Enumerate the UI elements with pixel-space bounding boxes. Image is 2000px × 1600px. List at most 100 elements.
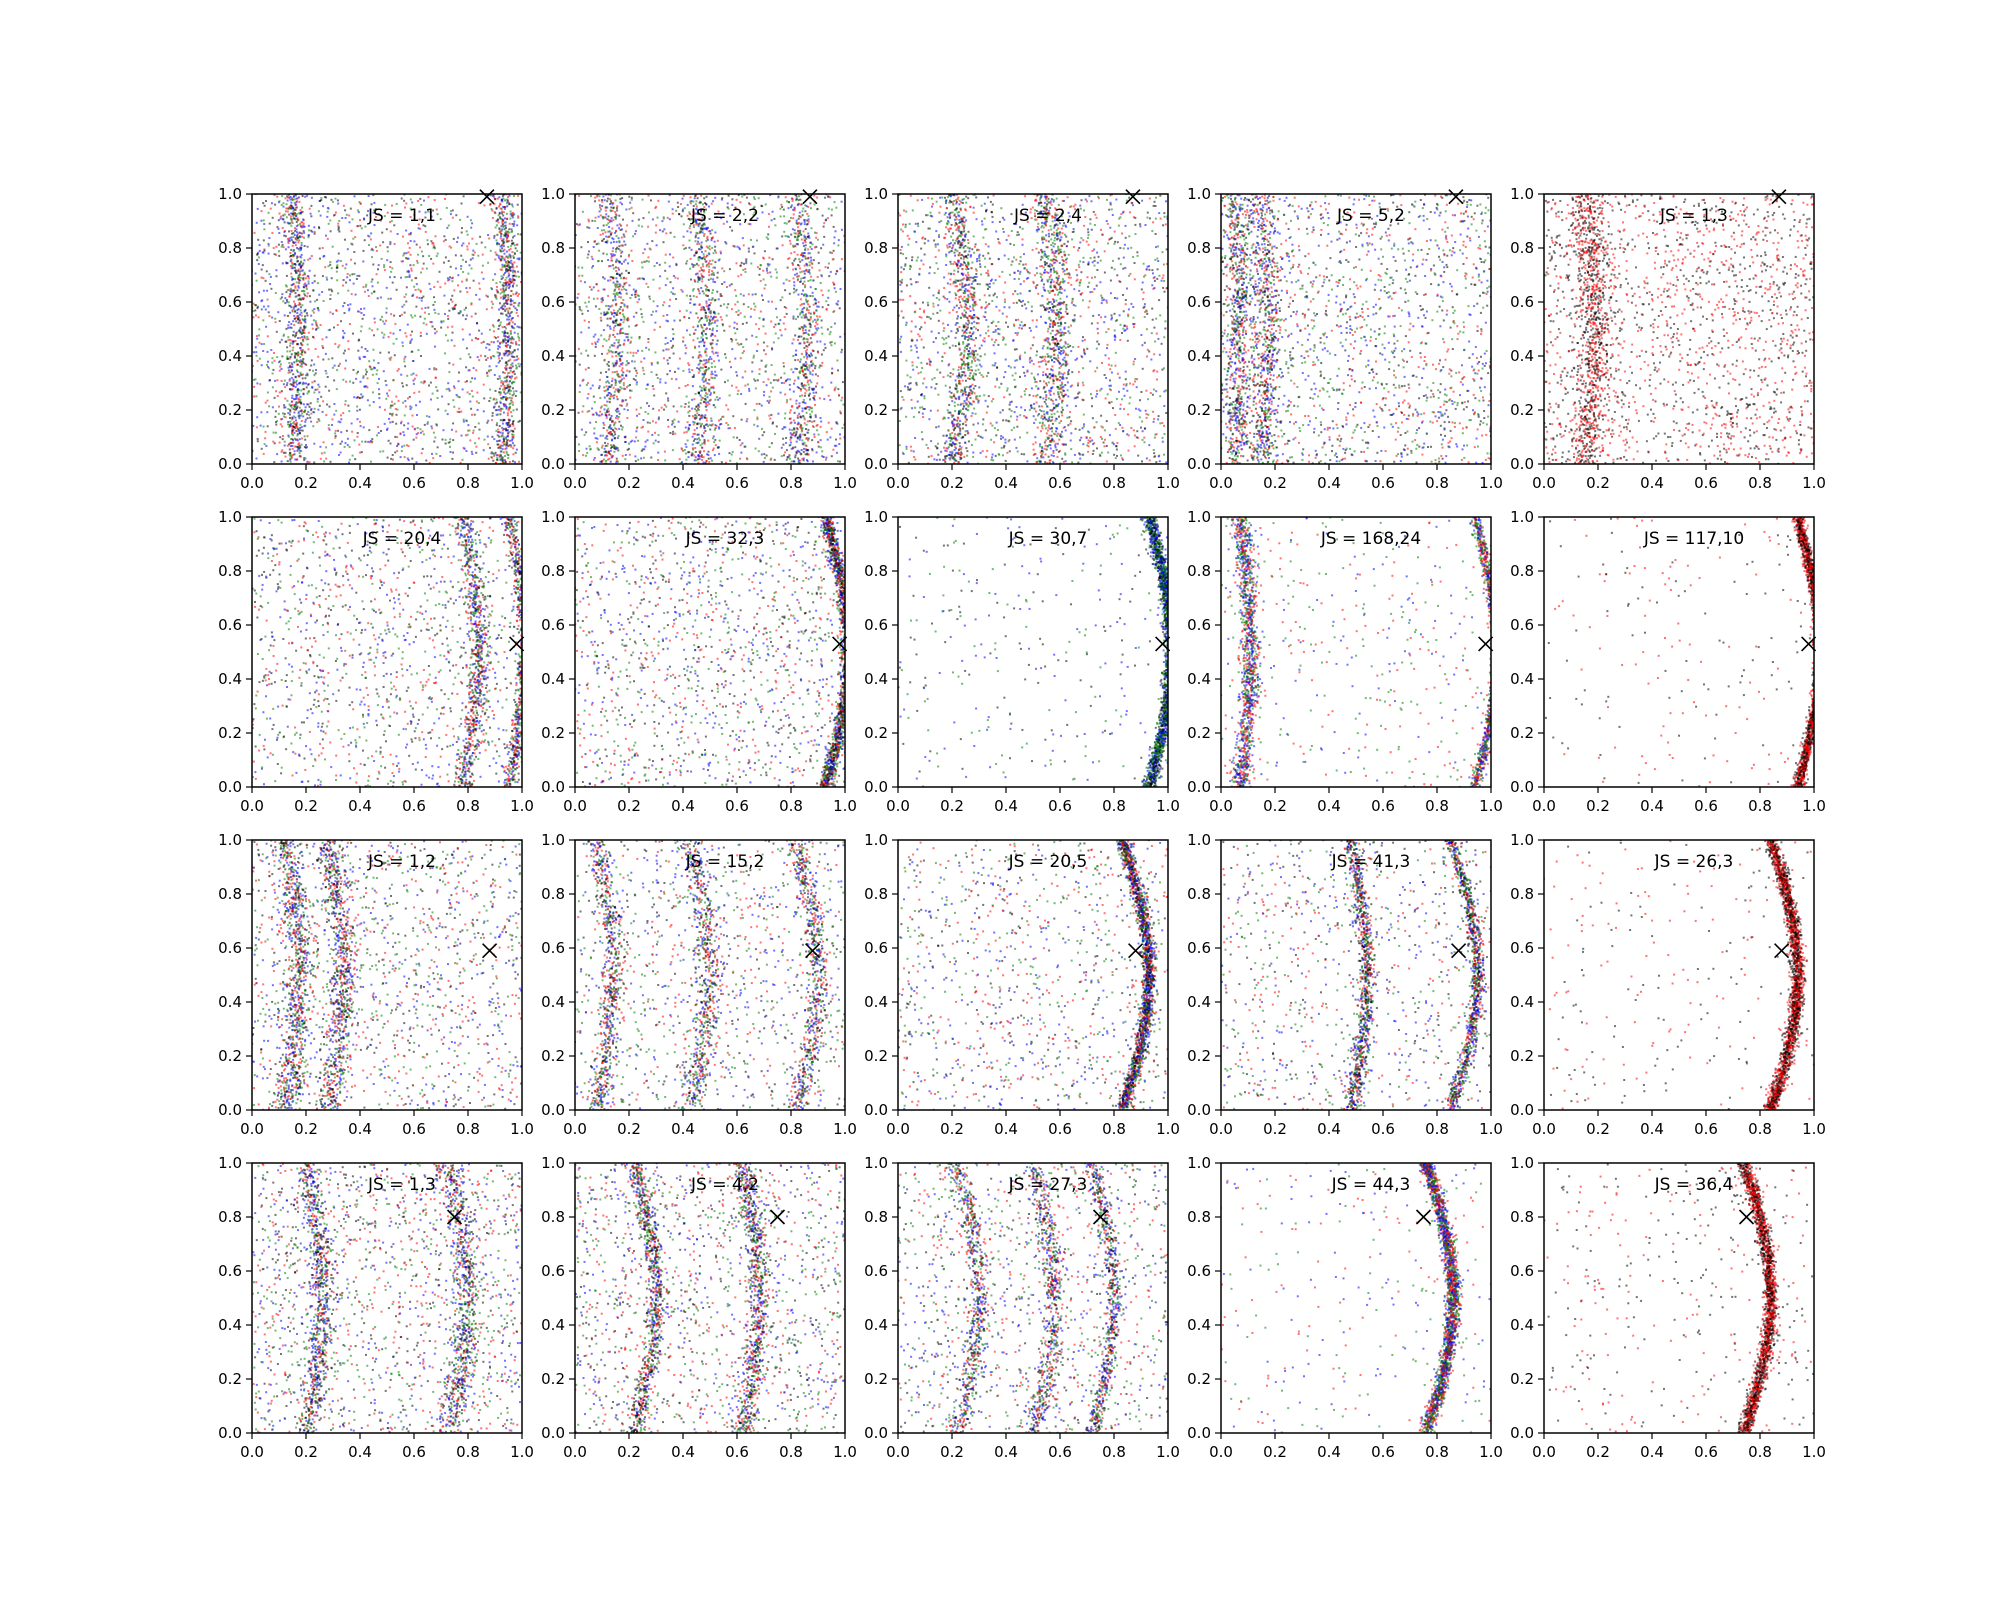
scatter-point <box>745 262 748 265</box>
scatter-point <box>413 213 416 216</box>
scatter-point <box>435 208 438 211</box>
scatter-point <box>402 401 405 404</box>
scatter-point <box>325 336 328 339</box>
scatter-point <box>316 307 319 310</box>
scatter-point <box>697 437 700 440</box>
scatter-point <box>702 223 705 226</box>
scatter-point <box>707 263 710 266</box>
scatter-point <box>419 246 421 249</box>
scatter-point <box>793 421 796 424</box>
scatter-point <box>318 419 321 422</box>
scatter-point <box>293 324 296 326</box>
scatter-point <box>342 204 345 207</box>
scatter-point <box>302 415 305 418</box>
scatter-point <box>267 244 270 247</box>
scatter-point <box>362 286 365 289</box>
scatter-point <box>797 358 800 361</box>
scatter-point <box>294 278 297 281</box>
scatter-point <box>331 245 334 248</box>
scatter-point <box>831 372 833 375</box>
scatter-point <box>812 460 814 463</box>
scatter-point <box>519 233 522 236</box>
scatter-point <box>291 222 294 224</box>
scatter-point <box>770 364 773 367</box>
scatter-point <box>624 258 627 261</box>
scatter-point <box>444 256 447 259</box>
scatter-point <box>288 196 291 199</box>
scatter-point <box>285 291 288 294</box>
scatter-point <box>820 274 823 277</box>
scatter-point <box>489 249 492 252</box>
scatter-point <box>455 393 458 396</box>
scatter-point <box>826 438 829 441</box>
scatter-point <box>702 308 705 311</box>
scatter-point <box>419 315 422 318</box>
scatter-point <box>514 377 516 380</box>
scatter-point <box>364 347 367 350</box>
scatter-point <box>403 252 406 255</box>
scatter-point <box>586 226 589 229</box>
scatter-point <box>793 259 796 262</box>
scatter-point <box>365 283 368 286</box>
scatter-point <box>353 251 356 253</box>
scatter-point <box>506 264 509 267</box>
scatter-point <box>354 293 357 296</box>
scatter-point <box>629 440 632 443</box>
scatter-point <box>280 450 283 453</box>
scatter-point <box>641 198 644 201</box>
scatter-point <box>651 218 654 221</box>
scatter-point <box>704 316 707 319</box>
scatter-point <box>495 398 498 401</box>
scatter-point <box>757 450 760 453</box>
scatter-point <box>433 368 436 371</box>
scatter-point <box>805 316 808 319</box>
scatter-point <box>292 453 295 456</box>
scatter-point <box>606 352 609 355</box>
scatter-point <box>275 421 277 424</box>
scatter-point <box>420 271 422 274</box>
scatter-point <box>263 249 266 252</box>
scatter-point <box>303 382 306 385</box>
scatter-point <box>663 403 666 406</box>
scatter-point <box>611 454 614 457</box>
scatter-point <box>305 312 308 315</box>
scatter-point <box>252 310 255 313</box>
scatter-point <box>501 448 504 451</box>
scatter-point <box>407 242 409 245</box>
scatter-point <box>843 423 845 426</box>
scatter-point <box>403 414 406 417</box>
scatter-point <box>308 413 311 416</box>
scatter-point <box>293 195 296 197</box>
scatter-point <box>282 383 285 386</box>
scatter-point <box>325 446 328 449</box>
scatter-point <box>301 360 304 363</box>
scatter-point <box>304 377 307 380</box>
scatter-point <box>830 326 833 328</box>
scatter-point <box>260 308 263 311</box>
scatter-point <box>829 341 832 344</box>
scatter-point <box>698 457 701 460</box>
scatter-point <box>390 313 393 316</box>
scatter-point <box>503 291 505 294</box>
scatter-point <box>364 285 367 288</box>
scatter-point <box>446 277 449 280</box>
scatter-point <box>406 276 409 278</box>
scatter-point <box>507 390 510 393</box>
scatter-point <box>768 395 771 398</box>
scatter-point <box>780 382 783 384</box>
scatter-point <box>289 207 291 209</box>
scatter-point <box>278 200 281 203</box>
scatter-point <box>783 230 786 233</box>
scatter-point <box>611 446 613 448</box>
scatter-point <box>256 253 259 256</box>
scatter-point <box>281 262 284 265</box>
scatter-point <box>720 423 723 425</box>
scatter-point <box>408 246 411 249</box>
scatter-point <box>503 438 505 441</box>
y-tick-label: 0.6 <box>218 293 242 311</box>
scatter-point <box>421 267 424 270</box>
scatter-point <box>809 407 812 410</box>
scatter-point <box>501 331 504 334</box>
scatter-point <box>429 320 432 323</box>
scatter-point <box>693 332 696 335</box>
